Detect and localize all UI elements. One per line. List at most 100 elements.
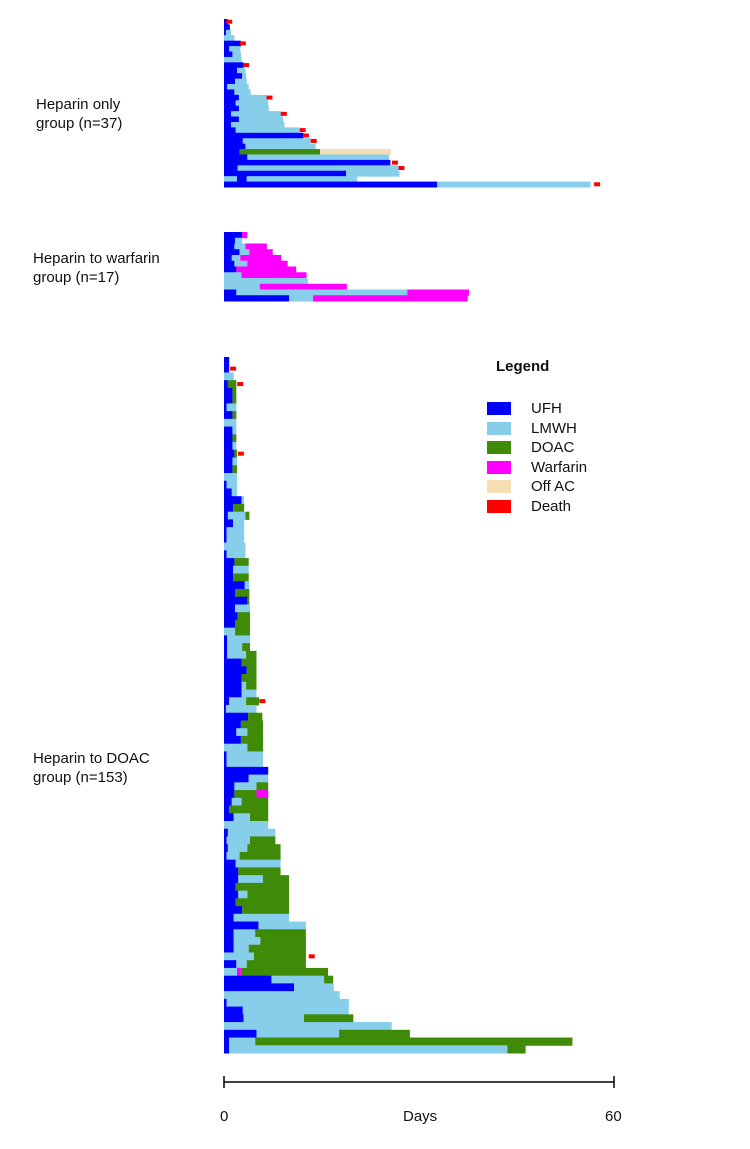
bar-segment-lmwh [229,697,247,706]
bar-segment-lmwh [235,859,281,868]
bar-segment-ufh [224,712,249,721]
death-marker [239,41,246,46]
bar-segment-ufh [224,859,236,868]
bar-segment-ufh [224,266,237,273]
bar-segment-ufh [224,589,236,598]
bar-segment-lmwh [229,1037,256,1046]
bar-segment-lmwh [235,604,250,613]
bar-segment-lmwh [289,295,314,302]
bar-segment-ufh [224,674,242,683]
bar-segment-doac [235,627,250,636]
bar-segment-ufh [224,395,233,404]
bar-segment-warfarin [247,260,288,267]
bar-segment-lmwh [241,496,245,505]
legend-item-warfarin: Warfarin [487,457,587,477]
bar-segment-ufh [224,29,226,36]
bar-segment-ufh [224,78,236,85]
bar-segment-lmwh [237,67,246,74]
bar-segment-ufh [224,1037,230,1046]
bar-segment-doac [303,1014,354,1023]
bar-segment-doac [232,411,237,420]
bar-segment-doac [241,658,257,667]
bar-segment-doac [227,380,237,389]
x-axis-title: Days [403,1108,438,1125]
bar-segment-lmwh [238,875,263,884]
bar-segment-ufh [224,774,249,783]
bar-segment-doac [263,875,289,884]
bar-segment-ufh [224,689,242,698]
bar-segment-lmwh [226,527,245,536]
bar-segment-ufh [224,913,234,923]
bar-segment-ufh [224,84,228,90]
bar-segment-lmwh [235,78,247,85]
bar-segment-ufh [224,728,237,737]
bar-segment-lmwh [239,249,250,256]
group-label-heparin-only: Heparin only group (n=37) [36,95,122,133]
x-tick-label-0: 0 [220,1108,229,1125]
bar-segment-lmwh [224,952,254,961]
bar-segment-lmwh [233,913,289,923]
bar-segment-ufh [224,449,235,459]
bar-segment-warfarin [236,266,297,273]
bar-segment-ufh [224,249,240,256]
bar-segment-ufh [224,619,236,629]
bar-segment-ufh [224,434,233,443]
bar-segment-ufh [224,844,228,853]
bar-segment-warfarin [242,232,248,239]
bar-segment-doac [507,1045,526,1054]
bar-segment-lmwh [234,89,251,96]
bar-segment-doac [247,890,289,899]
bar-segment-ufh [237,176,247,183]
bar-segment-ufh [224,635,228,644]
bar-segment-lmwh [236,728,248,737]
bar-segment-doac [246,697,260,706]
group-label-line: Heparin to warfarin [33,250,160,267]
bar-segment-ufh [224,558,235,567]
bar-segment-ufh [224,19,228,25]
bar-segment-lmwh [232,51,241,58]
bar-segment-ufh [224,67,237,74]
x-axis [223,1076,615,1088]
bar-segment-ufh [224,143,246,150]
bar-segment-ufh [224,73,243,80]
bar-segment-ufh [224,666,247,675]
bar-segment-doac [233,573,249,582]
legend-label: Warfarin [531,458,588,476]
bar-segment-ufh [224,132,304,139]
bar-segment-ufh [224,527,227,536]
bar-segment-doac [246,960,306,969]
bar-segment-ufh [224,1029,257,1039]
bar-segment-doac [234,449,237,459]
bar-segment-ufh [224,100,236,107]
swimmer-bars [224,19,601,1054]
bar-segment-lmwh [227,650,247,660]
bar-segment-lmwh [234,782,257,791]
bar-segment-lmwh [224,272,242,279]
bar-segment-lmwh [232,426,237,435]
death-marker [594,182,601,187]
bar-segment-lmwh [235,100,269,107]
bar-segment-ufh [224,581,245,590]
bar-segment-ufh [224,426,233,435]
bar-segment-doac [256,782,269,791]
bar-segment-ufh [224,488,232,497]
bar-segment-doac [240,735,263,745]
bar-segment-doac [232,387,237,397]
bar-segment-lmwh [224,821,269,830]
bar-segment-lmwh [224,278,308,285]
bar-segment-lmwh [238,105,269,112]
group-label-line: Heparin to DOAC [33,750,150,767]
bar-segment-warfarin [241,272,307,279]
bar-segment-doac [248,712,263,721]
bar-segment-doac [241,674,257,683]
bar-segment-doac [255,1037,573,1046]
group-label-line: group (n=37) [36,115,123,132]
death-marker [266,95,273,100]
legend-title: Legend [496,358,550,375]
bar-segment-lmwh [233,813,250,822]
bar-segment-lmwh [225,29,232,36]
bar-segment-ufh [224,89,235,96]
bar-segment-lmwh [224,418,237,428]
bar-segment-ufh [224,62,244,69]
